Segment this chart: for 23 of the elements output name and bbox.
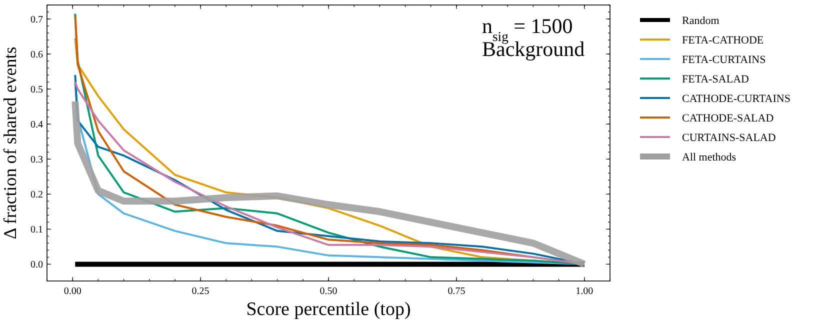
- y-tick-label: 0.5: [30, 84, 43, 96]
- y-tick-label: 0.4: [30, 120, 43, 131]
- legend-label: FETA-CATHODE: [682, 34, 764, 46]
- y-tick-label: 0.6: [30, 50, 43, 61]
- x-tick-label: 0.25: [192, 286, 210, 297]
- x-tick-label: 1.00: [576, 286, 594, 297]
- y-tick-label: 0.2: [30, 190, 43, 201]
- x-axis-title: Score percentile (top): [246, 299, 411, 320]
- x-tick-label: 0.75: [448, 286, 466, 297]
- y-tick-label: 0.7: [30, 14, 43, 26]
- y-tick-label: 0.0: [30, 260, 43, 271]
- legend-label: Random: [682, 15, 720, 27]
- legend-label: FETA-SALAD: [682, 74, 750, 86]
- y-axis-title: Δ fraction of shared events: [0, 46, 20, 240]
- x-tick-label: 0.50: [320, 286, 338, 297]
- y-tick-label: 0.1: [30, 224, 43, 236]
- y-tick-label: 0.3: [30, 154, 43, 166]
- legend-label: CATHODE-SALAD: [682, 112, 774, 124]
- legend-label: FETA-CURTAINS: [682, 54, 766, 66]
- legend-label: All methods: [682, 152, 736, 164]
- legend-label: CURTAINS-SALAD: [682, 132, 776, 144]
- legend-label: CATHODE-CURTAINS: [682, 93, 790, 105]
- x-tick-label: 0.00: [64, 286, 82, 297]
